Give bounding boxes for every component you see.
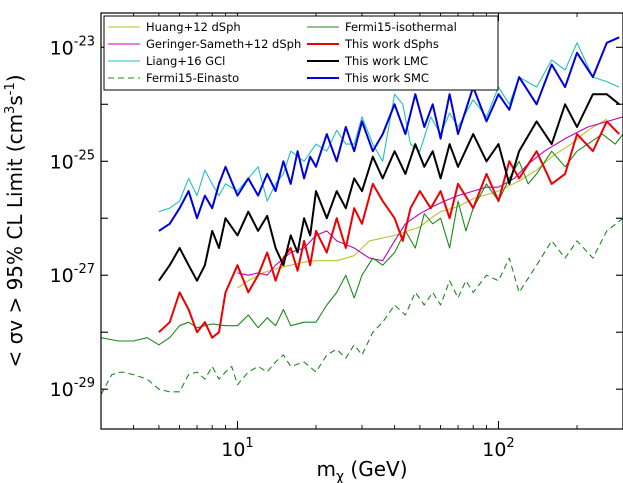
plot-frame <box>100 12 623 430</box>
legend-label-3: Fermi15-Einasto <box>146 71 239 85</box>
ticks-layer: 101 102 10-29 10-27 10-25 10-23 <box>50 13 623 461</box>
series-line-0 <box>237 118 608 289</box>
series-line-3 <box>101 217 623 395</box>
series-line-5 <box>158 120 620 339</box>
legend-label-4: Fermi15-isothermal <box>345 20 457 34</box>
x-axis-label: mχ (GeV) <box>316 457 407 483</box>
y-tick-label-0: 10-29 <box>50 376 95 401</box>
legend-box <box>103 15 499 91</box>
legend-label-2: Liang+16 GCl <box>146 54 225 68</box>
x-tick-label-0: 101 <box>221 436 253 461</box>
y-tick-label-2: 10-25 <box>50 148 95 173</box>
legend: Huang+12 dSph Geringer-Sameth+12 dSph Lian… <box>103 15 499 91</box>
y-tick-label-3: 10-23 <box>50 34 95 59</box>
y-axis-label: < σv > 95% CL Limit (cm3s-1) <box>3 74 27 367</box>
legend-label-6: This work LMC <box>344 54 428 68</box>
series-line-6 <box>158 93 620 282</box>
y-tick-label-1: 10-27 <box>50 262 95 287</box>
legend-label-1: Geringer-Sameth+12 dSph <box>146 37 301 51</box>
legend-label-0: Huang+12 dSph <box>146 20 241 34</box>
series-line-7 <box>158 36 620 232</box>
series-layer <box>101 36 623 395</box>
x-tick-label-1: 102 <box>482 436 514 461</box>
series-line-4 <box>101 133 623 346</box>
legend-label-5: This work dSphs <box>344 37 439 51</box>
legend-label-7: This work SMC <box>344 71 429 85</box>
